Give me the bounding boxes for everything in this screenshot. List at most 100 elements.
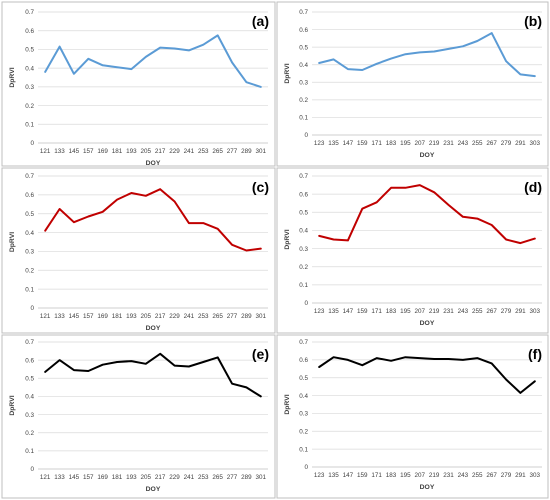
data-point (159, 46, 161, 49)
data-point (145, 195, 147, 197)
y-tick-label: 0.3 (299, 411, 308, 418)
y-tick-label: 0.3 (299, 246, 308, 253)
data-point (361, 364, 363, 366)
x-tick-label: 279 (501, 472, 512, 479)
x-tick-label: 255 (472, 308, 483, 315)
data-point (390, 57, 392, 60)
y-tick-label: 0.2 (25, 430, 34, 437)
y-tick-label: 0.2 (299, 428, 308, 435)
data-point (347, 68, 349, 70)
panel-tag: (c) (252, 179, 269, 195)
data-point (188, 365, 190, 368)
x-tick-label: 265 (212, 474, 223, 481)
x-tick-label: 157 (83, 148, 94, 155)
data-point (519, 242, 522, 244)
data-point (217, 228, 219, 230)
data-point (332, 238, 335, 241)
x-tick-label: 267 (486, 140, 497, 147)
x-tick-label: 277 (227, 313, 238, 320)
x-tick-label: 205 (141, 313, 152, 320)
panel-frame (276, 167, 549, 334)
y-tick-label: 0.1 (25, 286, 34, 293)
data-point (145, 363, 147, 365)
y-tick-label: 0.3 (299, 79, 308, 86)
x-tick-label: 193 (126, 313, 137, 320)
x-axis-title: DOY (146, 486, 161, 493)
y-axis-title: DpRVI (284, 394, 291, 414)
x-tick-label: 181 (112, 148, 123, 155)
data-point (102, 64, 104, 66)
y-tick-label: 0.6 (25, 357, 34, 364)
panel-tag: (e) (252, 346, 269, 362)
data-point (102, 364, 104, 366)
data-point (433, 191, 435, 193)
x-tick-label: 145 (69, 313, 80, 320)
series-line (44, 34, 262, 88)
data-point (87, 370, 89, 372)
data-point (318, 235, 320, 237)
series-line (318, 356, 536, 394)
x-tick-label: 241 (184, 313, 195, 320)
data-point (173, 200, 176, 203)
x-tick-label: 181 (112, 313, 123, 320)
data-point (376, 201, 378, 203)
data-point (361, 69, 363, 71)
y-tick-label: 0.1 (299, 446, 308, 453)
x-tick-label: 183 (386, 472, 397, 479)
x-tick-label: 265 (212, 148, 223, 155)
x-tick-label: 243 (458, 472, 469, 479)
data-point (173, 364, 176, 367)
x-tick-label: 121 (40, 313, 51, 320)
data-point (260, 395, 262, 398)
x-tick-label: 219 (429, 140, 440, 147)
panel-tag: (a) (252, 13, 269, 29)
x-tick-label: 303 (530, 308, 541, 315)
y-tick-label: 0.6 (25, 28, 34, 35)
x-tick-label: 255 (472, 472, 483, 479)
x-tick-label: 183 (386, 308, 397, 315)
x-tick-label: 301 (256, 148, 267, 155)
x-tick-label: 207 (415, 308, 426, 315)
x-tick-label: 147 (343, 308, 354, 315)
chart-panel: 0 0.1 0.2 0.3 0.4 0.5 0.6 0.7 121 133 145 157 169 181… (1, 334, 276, 499)
x-tick-label: 195 (400, 308, 411, 315)
x-tick-label: 253 (198, 313, 209, 320)
y-tick-label: 0.5 (25, 375, 34, 382)
x-axis-title: DOY (420, 152, 435, 159)
y-tick-label: 0.7 (25, 173, 34, 180)
y-axis-title: DpRVI (9, 395, 16, 415)
data-point (433, 358, 435, 360)
chart-panel: 0 0.1 0.2 0.3 0.4 0.5 0.6 0.7 123 135 147 159 171 183… (276, 1, 549, 167)
y-tick-label: 0 (30, 140, 34, 147)
data-point (217, 34, 219, 36)
data-point (476, 357, 478, 359)
data-point (332, 356, 335, 358)
y-tick-label: 0.3 (25, 412, 34, 419)
y-tick-label: 0.7 (299, 9, 308, 16)
x-tick-label: 265 (212, 313, 223, 320)
data-point (447, 358, 450, 360)
x-tick-label: 217 (155, 474, 166, 481)
data-point (534, 237, 536, 240)
data-point (245, 249, 248, 252)
data-point (202, 222, 204, 224)
x-tick-label: 229 (169, 313, 180, 320)
x-tick-label: 291 (515, 472, 526, 479)
data-point (130, 68, 133, 70)
x-tick-label: 255 (472, 140, 483, 147)
data-point (87, 58, 89, 60)
y-tick-label: 0.4 (25, 394, 34, 401)
data-point (505, 378, 507, 381)
x-axis-title: DOY (420, 484, 435, 491)
x-tick-label: 229 (169, 474, 180, 481)
x-tick-label: 217 (155, 148, 166, 155)
y-tick-label: 0.2 (299, 264, 308, 271)
data-point (73, 221, 75, 223)
x-tick-label: 267 (486, 308, 497, 315)
x-tick-label: 243 (458, 308, 469, 315)
x-tick-label: 135 (328, 472, 339, 479)
data-point (245, 81, 248, 83)
chart-panel: 0 0.1 0.2 0.3 0.4 0.5 0.6 0.7 121 133 145 157 169 181… (1, 1, 276, 167)
data-point (159, 188, 161, 190)
x-tick-label: 231 (443, 472, 454, 479)
